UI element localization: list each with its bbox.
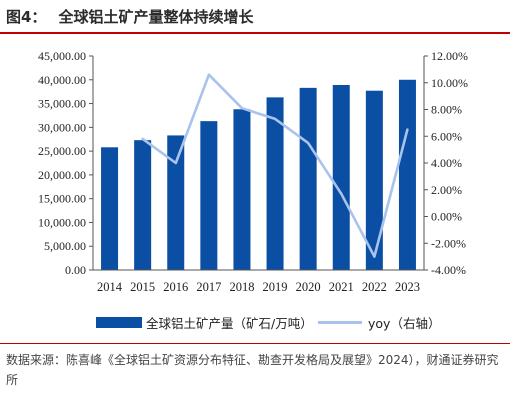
x-tick-label: 2022 — [362, 280, 387, 294]
right-tick-label: -4.00% — [431, 263, 466, 277]
left-tick-label: 15,000.00 — [38, 192, 86, 206]
x-tick-label: 2017 — [196, 280, 221, 294]
figure-title-text: 全球铝土矿产量整体持续增长 — [58, 8, 254, 26]
right-tick-label: 2.00% — [431, 183, 462, 197]
right-tick-label: 0.00% — [431, 210, 462, 224]
bar-2016 — [167, 135, 185, 270]
bar-2023 — [398, 79, 416, 271]
bar-2014 — [101, 147, 119, 270]
right-tick-label: -2.00% — [431, 236, 466, 250]
right-tick-label: 4.00% — [431, 156, 462, 170]
left-tick-label: 5,000.00 — [44, 239, 86, 253]
bar-2015 — [134, 140, 152, 270]
left-tick-label: 0.00 — [65, 263, 86, 277]
right-y-axis: -4.00% -2.00% 0.00% 2.00% 4.00% 6.00% 8.00% 10.… — [423, 49, 468, 277]
x-tick-label: 2020 — [296, 280, 321, 294]
left-tick-label: 20,000.00 — [38, 168, 86, 182]
right-tick-label: 10.00% — [431, 76, 468, 90]
x-tick-label: 2014 — [97, 280, 123, 294]
bottom-rule — [0, 343, 510, 344]
right-tick-label: 8.00% — [431, 103, 462, 117]
figure-tag: 图4： — [6, 8, 47, 26]
x-tick-label: 2015 — [130, 280, 155, 294]
x-tick-label: 2021 — [329, 280, 354, 294]
x-tick-label: 2018 — [229, 280, 254, 294]
title-rule — [0, 32, 510, 34]
bar-series — [101, 79, 416, 271]
source-note: 数据来源：陈喜峰《全球铝土矿资源分布特征、勘查开发格局及展望》2024），财通证… — [6, 353, 499, 387]
bar-2018 — [233, 109, 251, 270]
bar-2017 — [200, 121, 218, 270]
legend-bar-swatch — [96, 317, 142, 328]
figure-title: 图4： 全球铝土矿产量整体持续增长 — [6, 6, 253, 27]
left-tick-label: 10,000.00 — [38, 215, 86, 229]
yoy-line — [141, 73, 409, 258]
chart: 0.00 5,000.00 10,000.00 15,000.00 20,000.00 2… — [38, 49, 468, 294]
left-tick-label: 40,000.00 — [38, 73, 86, 87]
left-y-axis: 0.00 5,000.00 10,000.00 15,000.00 20,000.00 2… — [38, 49, 94, 277]
legend-item-production: 全球铝土矿产量（矿石/万吨） — [96, 313, 313, 332]
legend-line-swatch — [318, 321, 362, 324]
x-tick-label: 2023 — [395, 280, 420, 294]
bar-2019 — [266, 97, 284, 270]
left-tick-label: 30,000.00 — [38, 120, 86, 134]
left-tick-label: 35,000.00 — [38, 97, 86, 111]
legend: 全球铝土矿产量（矿石/万吨） yoy（右轴） — [0, 313, 510, 335]
legend-bar-label: 全球铝土矿产量（矿石/万吨） — [146, 316, 313, 331]
x-axis: 2014 2015 2016 2017 2018 2019 2020 2021 2022 2023 — [93, 269, 424, 294]
legend-line-label: yoy（右轴） — [368, 316, 441, 331]
left-tick-label: 25,000.00 — [38, 144, 86, 158]
x-tick-label: 2019 — [263, 280, 288, 294]
right-tick-label: 12.00% — [431, 49, 468, 63]
yoy-line-series — [141, 73, 409, 258]
bar-2020 — [299, 87, 317, 271]
x-tick-label: 2016 — [163, 280, 188, 294]
bar-2021 — [332, 85, 350, 271]
left-tick-label: 45,000.00 — [38, 49, 86, 63]
legend-item-yoy: yoy（右轴） — [318, 313, 440, 332]
bar-2022 — [365, 90, 383, 270]
right-tick-label: 6.00% — [431, 129, 462, 143]
